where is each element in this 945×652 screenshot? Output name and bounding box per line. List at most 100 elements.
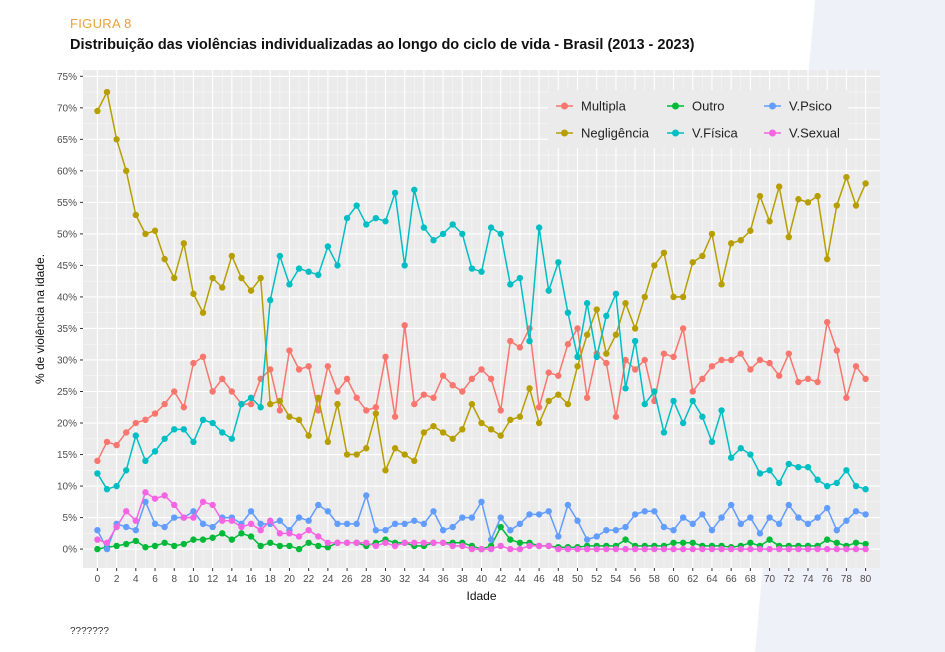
data-point-neglig-ncia [545, 397, 552, 405]
data-point-v-psico [391, 520, 399, 528]
data-point-multipla [276, 407, 284, 414]
x-tick-label: 2 [114, 574, 120, 585]
data-point-v-f-sica [699, 413, 706, 420]
legend-swatch-point [769, 129, 776, 137]
data-point-v-sexual [151, 495, 159, 502]
data-point-outro [132, 537, 140, 545]
x-tick-label: 60 [668, 574, 680, 585]
data-point-v-psico [372, 526, 380, 534]
data-point-v-sexual [286, 530, 293, 537]
series-v-psico [94, 492, 869, 553]
data-point-v-psico [94, 526, 101, 534]
data-point-outro [305, 539, 312, 546]
data-point-v-f-sica [497, 230, 504, 238]
data-point-neglig-ncia [679, 293, 687, 301]
data-point-multipla [315, 407, 322, 414]
data-point-v-f-sica [353, 202, 360, 209]
data-point-neglig-ncia [641, 293, 648, 301]
data-point-v-f-sica [161, 435, 168, 442]
data-point-multipla [142, 416, 149, 424]
data-point-v-sexual [267, 517, 274, 524]
data-point-v-sexual [353, 539, 360, 546]
data-point-neglig-ncia [257, 274, 264, 282]
data-point-v-psico [247, 508, 255, 515]
data-point-v-psico [161, 523, 168, 531]
data-point-v-f-sica [334, 262, 341, 269]
data-point-multipla [190, 359, 197, 367]
data-point-v-f-sica [507, 281, 514, 288]
data-point-neglig-ncia [689, 259, 696, 266]
data-point-v-f-sica [257, 404, 264, 411]
data-point-multipla [401, 322, 408, 329]
data-point-multipla [852, 363, 860, 370]
legend[interactable]: Multipla Negligência Outro V.Física V.Psico V… [548, 90, 848, 148]
data-point-multipla [497, 407, 504, 414]
data-point-v-psico [123, 523, 130, 531]
data-point-v-f-sica [660, 429, 668, 436]
data-point-multipla [247, 400, 255, 408]
data-point-v-sexual [305, 526, 312, 534]
data-point-neglig-ncia [699, 252, 706, 260]
x-tick-label: 58 [649, 574, 661, 585]
legend-item-outro[interactable]: Outro [667, 99, 725, 114]
legend-swatch-point [769, 102, 776, 110]
data-point-v-psico [305, 517, 312, 524]
data-point-v-psico [487, 536, 495, 543]
data-point-v-psico [583, 536, 591, 543]
data-point-v-psico [142, 498, 149, 506]
legend-swatch-point [672, 129, 679, 137]
data-point-multipla [804, 375, 812, 383]
data-point-neglig-ncia [391, 445, 399, 452]
data-point-multipla [113, 441, 120, 449]
x-tick-label: 22 [303, 574, 315, 585]
data-point-v-f-sica [823, 482, 831, 490]
data-point-multipla [286, 347, 293, 354]
series-layer [94, 88, 869, 553]
data-point-v-f-sica [564, 309, 572, 316]
x-tick-label: 30 [380, 574, 392, 585]
data-point-v-sexual [430, 539, 437, 546]
x-tick-label: 10 [188, 574, 200, 585]
data-point-neglig-ncia [603, 350, 610, 357]
data-point-v-sexual [727, 545, 735, 553]
data-point-multipla [161, 400, 168, 408]
data-point-v-f-sica [545, 287, 552, 294]
data-point-v-sexual [516, 545, 524, 553]
legend-item-v-psico[interactable]: V.Psico [764, 99, 832, 114]
data-point-neglig-ncia [401, 451, 408, 458]
data-point-neglig-ncia [785, 233, 792, 241]
data-point-v-sexual [747, 545, 754, 553]
data-point-multipla [507, 337, 514, 345]
data-point-multipla [449, 381, 456, 389]
data-point-v-f-sica [132, 432, 140, 439]
data-point-v-sexual [276, 530, 284, 537]
x-tick-label: 26 [342, 574, 354, 585]
legend-item-v-sexual[interactable]: V.Sexual [764, 126, 840, 141]
x-tick-label: 14 [226, 574, 238, 585]
data-point-multipla [228, 388, 236, 395]
y-tick-label: 45% [57, 261, 77, 272]
data-point-v-f-sica [103, 486, 111, 493]
data-point-outro [670, 539, 677, 546]
data-point-neglig-ncia [459, 426, 466, 433]
data-point-neglig-ncia [161, 255, 168, 263]
data-point-v-psico [334, 520, 341, 528]
data-point-outro [276, 542, 284, 550]
data-point-v-psico [545, 508, 552, 515]
data-point-v-psico [862, 511, 869, 518]
data-point-v-f-sica [622, 385, 629, 392]
data-point-v-psico [727, 501, 735, 509]
legend-label: Outro [692, 99, 725, 114]
figure-label: FIGURA 8 [70, 16, 132, 31]
data-point-outro [689, 539, 696, 546]
legend-item-multipla[interactable]: Multipla [556, 99, 627, 114]
data-point-neglig-ncia [180, 240, 188, 247]
x-tick-label: 16 [245, 574, 257, 585]
data-point-neglig-ncia [343, 451, 351, 458]
data-point-v-psico [795, 514, 802, 521]
legend-item-neglig-ncia[interactable]: Negligência [556, 126, 650, 141]
data-point-v-psico [766, 514, 773, 521]
legend-item-v-f-sica[interactable]: V.Física [667, 126, 739, 141]
y-tick-label: 30% [57, 355, 77, 366]
data-point-v-sexual [718, 545, 725, 553]
